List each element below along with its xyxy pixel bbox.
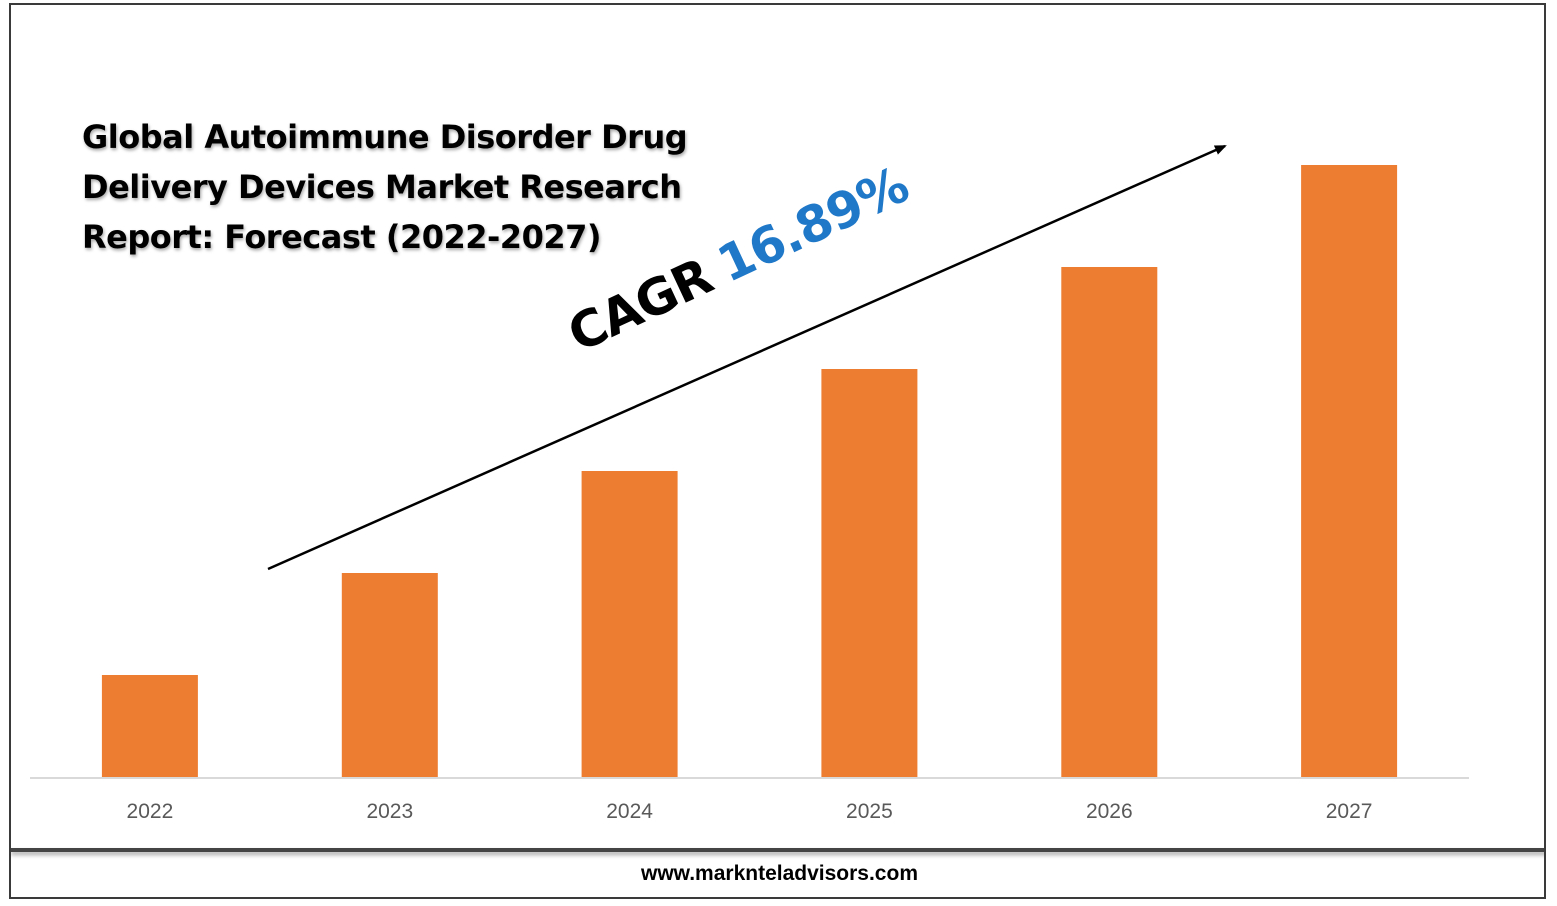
bar-2024	[581, 471, 678, 777]
bar-chart: 2022 2023 2024 2025 2026 2027	[30, 144, 1469, 823]
bar-2026	[1061, 267, 1158, 777]
x-tick-label-2024: 2024	[606, 800, 653, 823]
chart-frame: 2022 2023 2024 2025 2026 2027 Global Autoimmu…	[9, 3, 1546, 899]
x-tick-label-2026: 2026	[1086, 800, 1133, 823]
x-tick-labels: 2022 2023 2024 2025 2026 2027	[127, 800, 1373, 823]
x-tick-label-2027: 2027	[1326, 800, 1373, 823]
x-tick-label-2022: 2022	[127, 800, 174, 823]
footer-url: www.marknteladvisors.com	[641, 862, 918, 885]
x-tick-label-2025: 2025	[846, 800, 893, 823]
bar-2023	[341, 573, 438, 777]
chart-title: Global Autoimmune Disorder Drug Delivery…	[82, 118, 688, 256]
x-tick-label-2023: 2023	[366, 800, 413, 823]
trend-arrow	[267, 144, 1227, 571]
bar-2022	[101, 675, 198, 777]
footer-divider	[11, 848, 1544, 852]
bar-2025	[821, 369, 918, 777]
bar-2027	[1301, 165, 1398, 777]
bars-group	[101, 165, 1398, 777]
